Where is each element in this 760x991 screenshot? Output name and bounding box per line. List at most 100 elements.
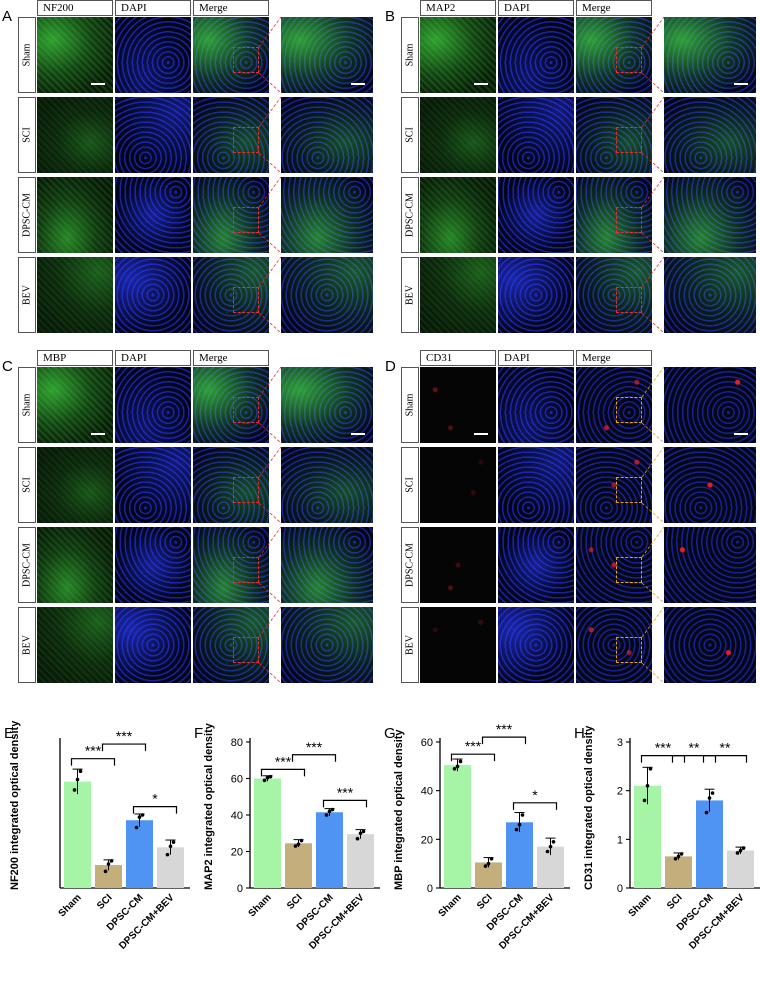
significance-label: ***	[496, 721, 513, 737]
micrograph-image	[576, 257, 652, 333]
zoom-image	[281, 527, 373, 603]
micrograph-image	[37, 257, 113, 333]
inset-connector	[258, 16, 282, 333]
micrograph-image	[420, 97, 496, 173]
micrograph-panel-a: A NF200 DAPI Merge Sham SCI DPSC-CM BEV	[0, 0, 378, 333]
y-tick-label: 60	[421, 737, 433, 749]
channel-header: MBP	[37, 350, 113, 366]
inset-connector-line	[258, 446, 282, 478]
micrograph-image	[115, 177, 191, 253]
micrograph-image	[37, 447, 113, 523]
zoom-image	[664, 607, 756, 683]
inset-connector-line	[641, 152, 665, 174]
significance-bracket	[671, 755, 717, 763]
scale-bar	[734, 83, 748, 85]
data-point	[168, 844, 173, 849]
row-label: Sham	[401, 367, 419, 443]
micrograph-panel-c: C MBP DAPI Merge Sham SCI DPSC-CM BEV	[0, 350, 378, 683]
row-label: BEV	[401, 257, 419, 333]
data-point	[293, 844, 298, 848]
micrograph-image	[37, 17, 113, 93]
data-point	[140, 813, 145, 817]
micrograph-image	[37, 527, 113, 603]
significance-label: ***	[465, 738, 482, 754]
zoom-image	[664, 97, 756, 173]
significance-label: **	[720, 740, 731, 756]
significance-bracket	[512, 802, 558, 810]
chart-letter: H	[574, 725, 585, 742]
micrograph-image	[498, 177, 574, 253]
y-tick-label: 1	[617, 834, 623, 846]
data-point	[78, 769, 83, 773]
inset-connector-line	[258, 582, 282, 604]
data-point	[704, 810, 709, 815]
row-label: DPSC-CM	[18, 527, 36, 603]
data-point	[486, 861, 491, 866]
zoom-image	[281, 97, 373, 173]
bar	[727, 850, 754, 888]
bar	[665, 856, 692, 888]
data-point	[648, 766, 653, 771]
channel-header: DAPI	[498, 350, 574, 366]
category-label: SCI	[95, 892, 115, 912]
significance-label: **	[689, 740, 700, 756]
category-label: Sham	[57, 892, 84, 919]
zoom-image	[281, 447, 373, 523]
inset-connector-line	[258, 606, 282, 638]
significance-bracket	[260, 768, 306, 777]
data-point	[545, 849, 550, 854]
micrograph-image	[576, 527, 652, 603]
row-label: DPSC-CM	[18, 177, 36, 253]
row-label: Sham	[18, 367, 36, 443]
data-point	[171, 840, 176, 844]
channel-header: CD31	[420, 350, 496, 366]
row-label: SCI	[401, 447, 419, 523]
inset-box	[616, 127, 642, 153]
y-tick-label: 0	[617, 883, 623, 895]
inset-connector	[258, 366, 282, 683]
significance-label: ***	[116, 728, 133, 744]
significance-bracket	[101, 743, 147, 752]
chart-letter: G	[384, 725, 396, 742]
micrograph-image	[193, 17, 269, 93]
micrograph-image	[498, 527, 574, 603]
micrograph-image	[115, 447, 191, 523]
inset-box	[233, 397, 259, 423]
data-point	[134, 825, 139, 830]
row-label: SCI	[18, 97, 36, 173]
micrograph-image	[576, 607, 652, 683]
inset-box	[233, 637, 259, 663]
bar	[285, 843, 312, 888]
panel-letter: C	[2, 358, 13, 375]
inset-box	[233, 557, 259, 583]
inset-connector-line	[258, 422, 282, 444]
chart-letter: F	[194, 725, 203, 742]
inset-box	[616, 637, 642, 663]
data-point	[642, 798, 647, 803]
micrograph-image	[576, 177, 652, 253]
channel-header: MAP2	[420, 0, 496, 16]
channel-header: Merge	[193, 350, 269, 366]
inset-box	[233, 287, 259, 313]
significance-label: ***	[85, 743, 102, 759]
data-point	[165, 852, 170, 857]
inset-connector-line	[258, 232, 282, 254]
inset-connector	[641, 16, 665, 333]
micrograph-image	[498, 447, 574, 523]
scale-bar	[351, 433, 365, 435]
data-point	[137, 815, 142, 819]
data-point	[517, 822, 522, 827]
y-tick-label: 40	[421, 786, 433, 798]
category-label: DPSC-CM+BEV	[497, 892, 557, 952]
data-point	[548, 844, 553, 849]
inset-connector-line	[641, 176, 665, 208]
category-label: SCI	[475, 892, 495, 912]
bar	[95, 865, 122, 888]
inset-connector-line	[641, 366, 665, 398]
channel-header: Merge	[576, 350, 652, 366]
inset-connector-line	[641, 526, 665, 558]
micrograph-image	[193, 257, 269, 333]
inset-connector-line	[641, 232, 665, 254]
bar	[506, 822, 533, 888]
